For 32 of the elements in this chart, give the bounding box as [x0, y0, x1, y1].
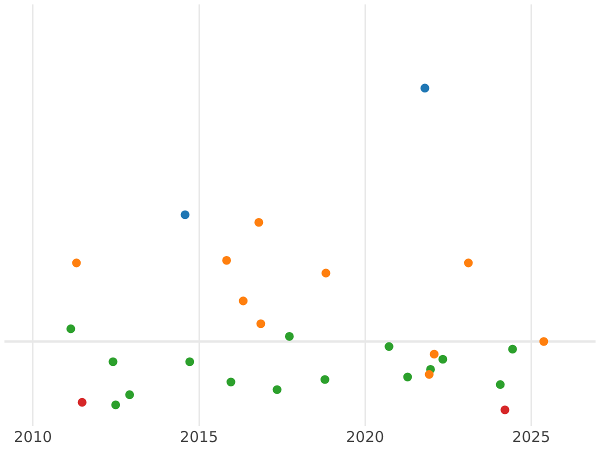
point: [438, 354, 448, 364]
point: [78, 398, 87, 407]
point: [108, 357, 118, 366]
x-tick-label: 2015: [180, 428, 218, 446]
point: [222, 256, 231, 265]
point: [500, 406, 510, 414]
point: [284, 332, 294, 341]
point: [254, 218, 264, 227]
point: [272, 385, 282, 394]
point: [185, 357, 194, 366]
point: [464, 258, 473, 268]
point: [111, 400, 120, 410]
x-tick-label: 2010: [14, 428, 52, 446]
x-tick-label: 2025: [512, 428, 550, 446]
point: [496, 380, 505, 389]
point: [420, 84, 430, 92]
point: [226, 378, 236, 386]
point: [403, 372, 412, 382]
point: [238, 296, 248, 306]
point: [384, 342, 394, 351]
x-tick-label: 2020: [346, 428, 384, 446]
point: [508, 344, 517, 354]
point: [322, 268, 330, 278]
point: [320, 375, 330, 384]
point: [430, 350, 439, 359]
point: [72, 258, 81, 268]
point: [256, 319, 266, 328]
point: [424, 370, 434, 379]
point: [539, 337, 548, 346]
point: [125, 390, 134, 400]
point: [180, 210, 190, 220]
point: [66, 324, 76, 334]
